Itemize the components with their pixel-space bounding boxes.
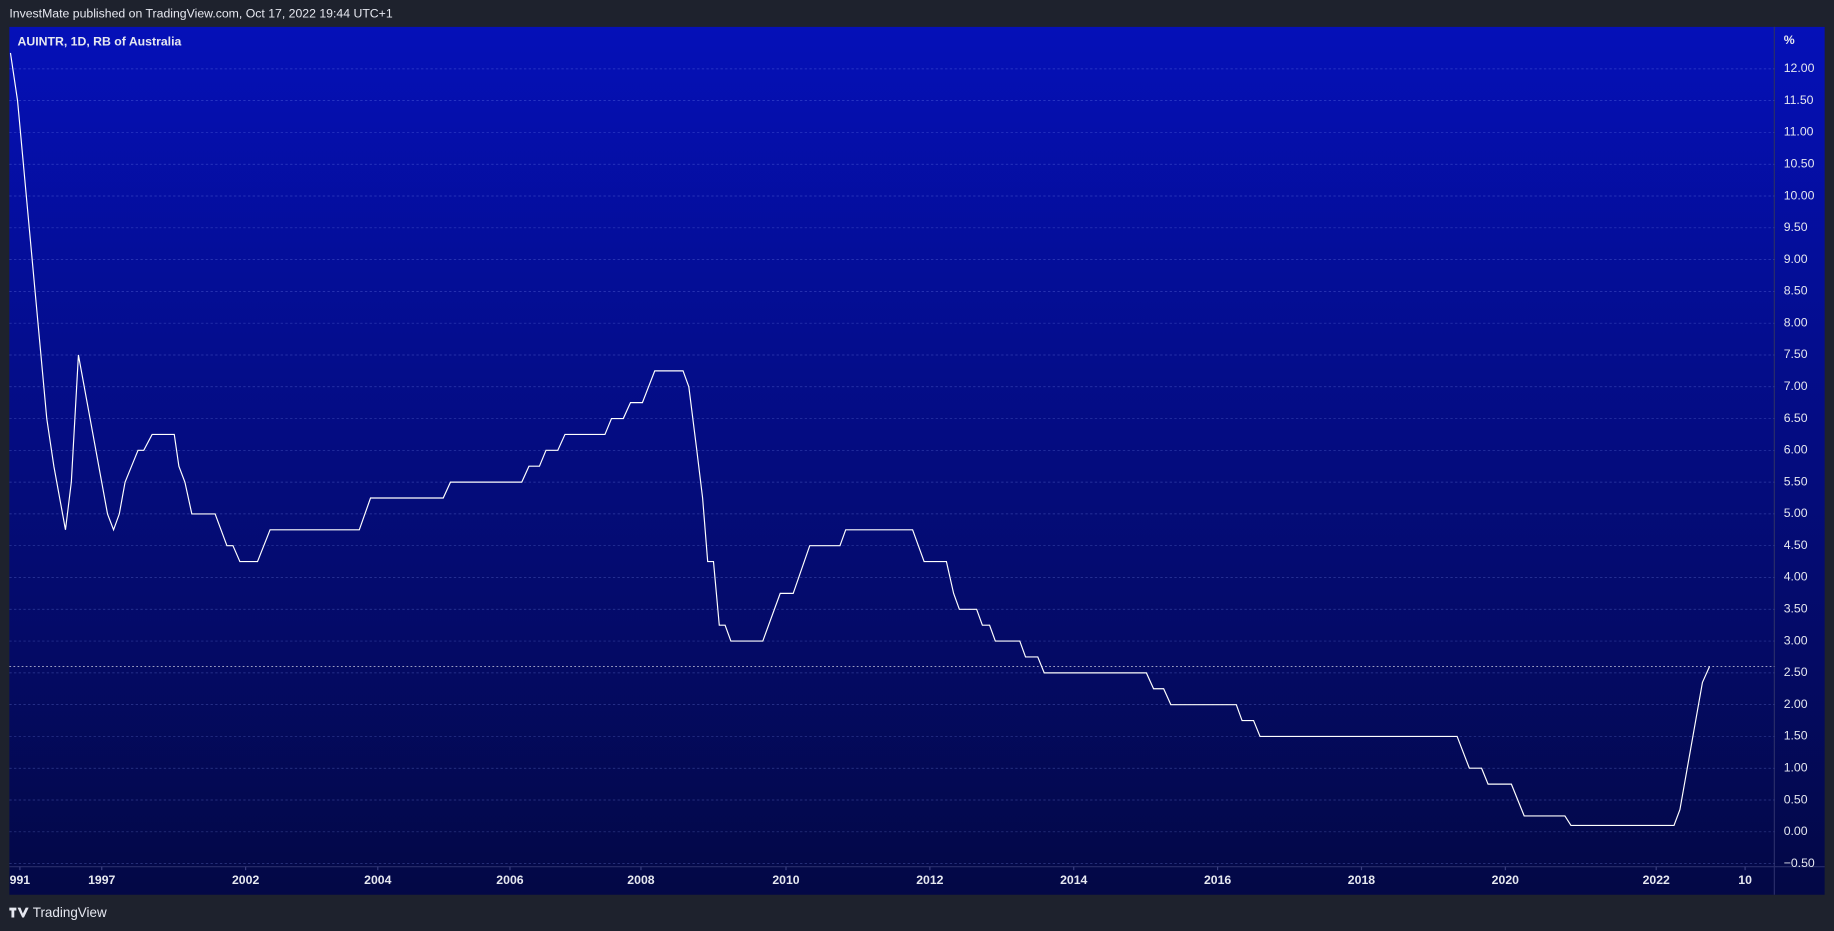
x-tick-label: 2014 bbox=[1060, 873, 1087, 887]
y-tick-label: 3.00 bbox=[1784, 633, 1808, 647]
y-tick-label: 6.00 bbox=[1784, 443, 1808, 457]
price-line bbox=[9, 52, 1711, 827]
y-tick-label: 7.50 bbox=[1784, 347, 1808, 361]
x-tick-label: 2002 bbox=[232, 873, 259, 887]
x-tick-label: 1997 bbox=[88, 873, 115, 887]
y-tick-label: 8.50 bbox=[1784, 284, 1808, 298]
y-tick-label: 10.50 bbox=[1784, 156, 1815, 170]
x-tick-label: 2010 bbox=[772, 873, 799, 887]
x-tick-label: 2016 bbox=[1204, 873, 1231, 887]
y-tick-label: 8.00 bbox=[1784, 315, 1808, 329]
y-tick-label: 9.00 bbox=[1784, 252, 1808, 266]
x-tick-label: 2008 bbox=[627, 873, 654, 887]
y-tick-label: 2.00 bbox=[1784, 697, 1808, 711]
x-tick-label: 991 bbox=[10, 873, 31, 887]
y-tick-label: 11.00 bbox=[1784, 125, 1814, 139]
publish-header: InvestMate published on TradingView.com,… bbox=[9, 6, 392, 20]
unit-label: % bbox=[1784, 33, 1795, 47]
y-tick-label: 11.50 bbox=[1784, 93, 1814, 107]
y-tick-label: 3.50 bbox=[1784, 602, 1808, 616]
y-tick-label: 4.00 bbox=[1784, 570, 1808, 584]
footer-brand: TradingView bbox=[33, 905, 107, 920]
symbol-legend: AUINTR, 1D, RB of Australia bbox=[18, 34, 182, 48]
y-tick-label: 10.00 bbox=[1784, 188, 1815, 202]
y-tick-label: 6.50 bbox=[1784, 411, 1808, 425]
x-tick-label: 2020 bbox=[1492, 873, 1519, 887]
x-tick-label: 2004 bbox=[364, 873, 391, 887]
x-tick-label: 2022 bbox=[1643, 873, 1670, 887]
y-tick-label: 9.50 bbox=[1784, 220, 1808, 234]
logo: TradingView bbox=[9, 905, 107, 920]
y-tick-label: 5.00 bbox=[1784, 506, 1808, 520]
y-tick-label: 0.00 bbox=[1784, 824, 1808, 838]
x-tick-label: 2018 bbox=[1348, 873, 1375, 887]
y-tick-label: −0.50 bbox=[1784, 856, 1815, 870]
y-tick-label: 5.50 bbox=[1784, 474, 1808, 488]
x-tick-label: 2012 bbox=[916, 873, 943, 887]
y-tick-label: 1.00 bbox=[1784, 760, 1808, 774]
chart-area bbox=[9, 26, 1825, 895]
y-tick-label: 7.00 bbox=[1784, 379, 1808, 393]
y-tick-label: 4.50 bbox=[1784, 538, 1808, 552]
y-tick-label: 1.50 bbox=[1784, 729, 1808, 743]
y-tick-label: 12.00 bbox=[1784, 61, 1815, 75]
y-tick-label: 2.50 bbox=[1784, 665, 1808, 679]
x-tick-label: 10 bbox=[1738, 873, 1752, 887]
x-tick-label: 2006 bbox=[496, 873, 523, 887]
y-tick-label: 0.50 bbox=[1784, 792, 1808, 806]
